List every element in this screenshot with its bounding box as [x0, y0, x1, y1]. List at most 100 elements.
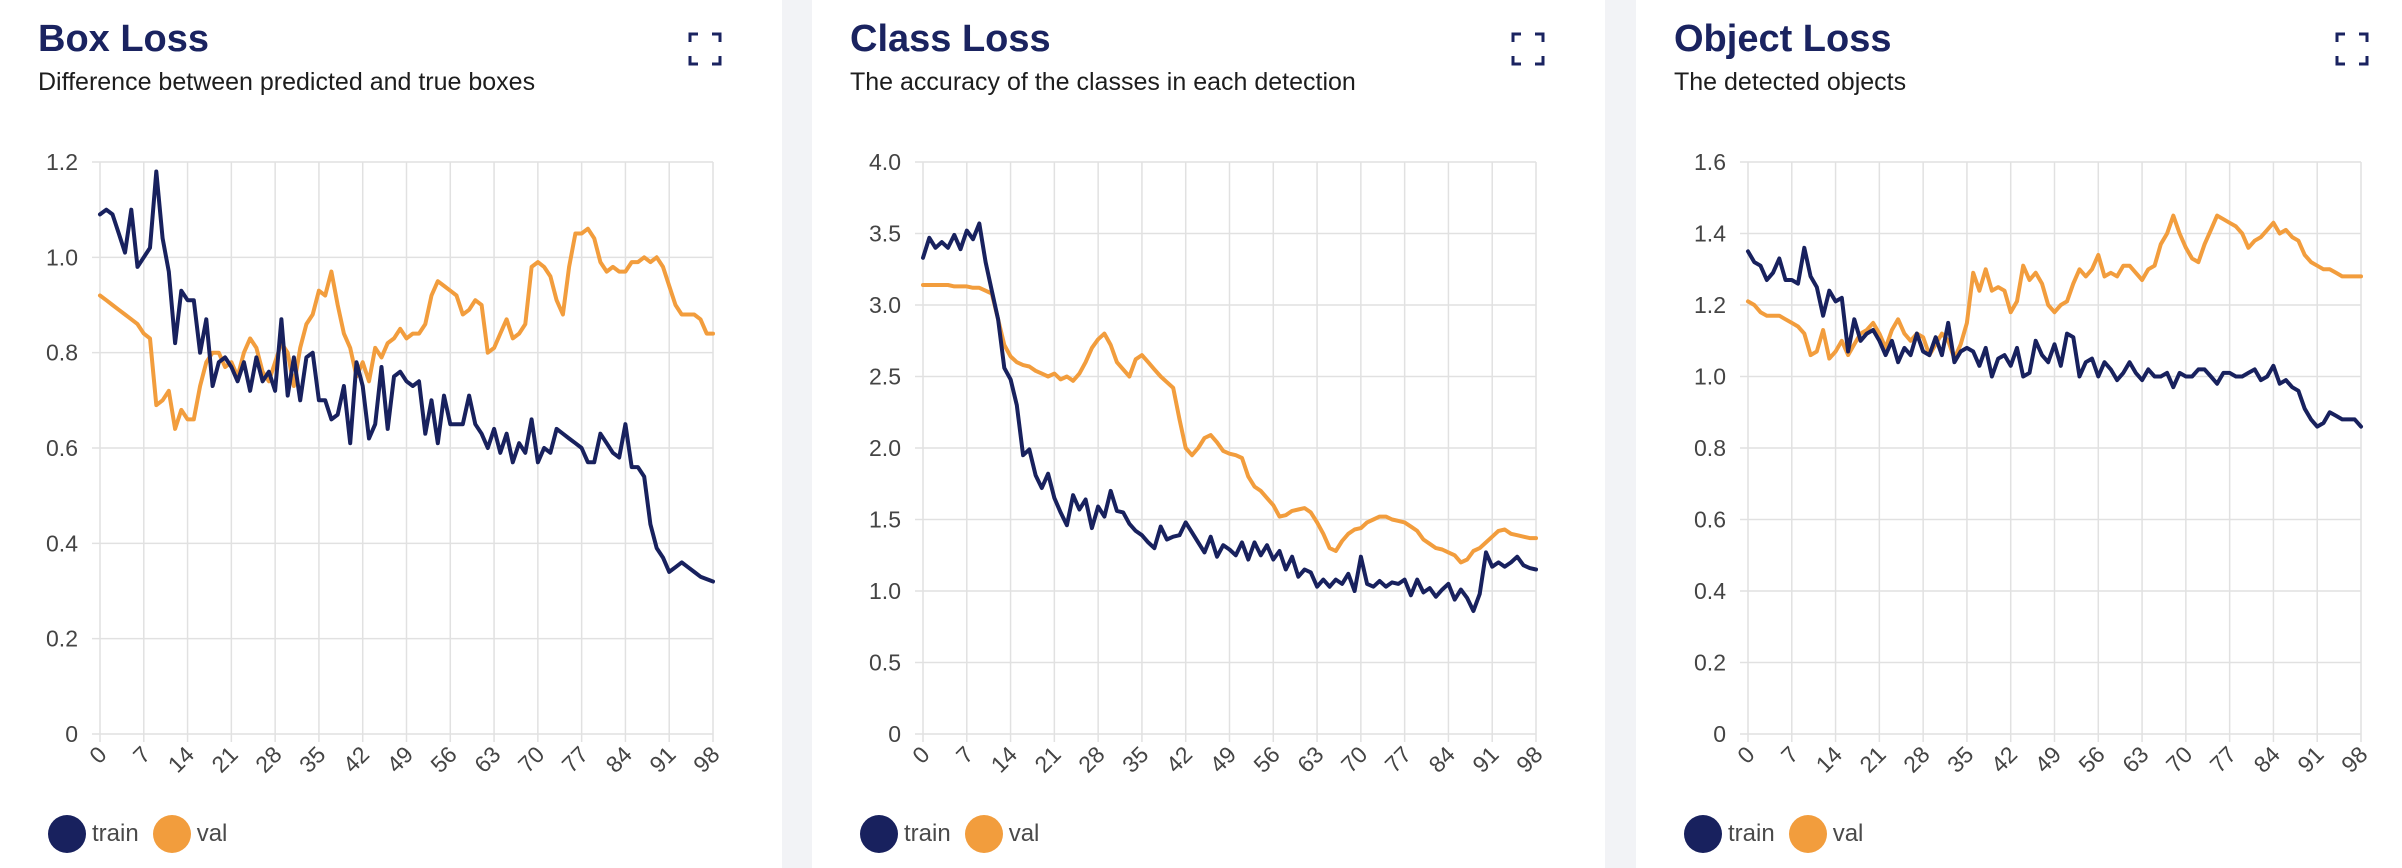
box-loss-chart: 00.20.40.60.81.01.20 7 14 21 28 35 42 49 56 63 70 7…: [46, 149, 725, 778]
legend-train[interactable]: train: [1684, 815, 1775, 853]
x-tick-label: 70: [2161, 741, 2197, 777]
series-line-val: [98, 226, 715, 431]
y-tick-label: 0: [1713, 721, 1726, 747]
legend-val-label: val: [196, 820, 228, 847]
x-tick-label: 56: [2073, 741, 2109, 777]
legend-train-swatch: [1684, 815, 1722, 853]
chart-legend: train val: [48, 814, 241, 854]
y-tick-label: 0.6: [1694, 507, 1726, 533]
legend-train[interactable]: train: [860, 815, 951, 853]
chart-legend: train val: [1684, 814, 1877, 854]
y-tick-label: 2.5: [869, 364, 901, 390]
legend-val-swatch: [1788, 815, 1827, 853]
x-tick-label: 63: [1292, 741, 1328, 777]
x-tick-label: 77: [2205, 741, 2241, 777]
y-tick-label: 1.6: [1694, 149, 1726, 175]
y-tick-label: 1.2: [46, 149, 78, 175]
series-line-train: [98, 169, 715, 584]
box-loss-panel: Box Loss Difference between predicted an…: [0, 0, 782, 868]
x-tick-label: 21: [206, 741, 242, 777]
legend-train-label: train: [1728, 820, 1775, 847]
y-tick-label: 0.8: [46, 340, 78, 366]
x-tick-label: 77: [1380, 741, 1416, 777]
ticks: 00.20.40.60.81.01.20 7 14 21 28 35 42 49 56 63 70 7…: [46, 149, 725, 778]
class-loss-panel: Class Loss The accuracy of the classes i…: [812, 0, 1605, 868]
x-tick-label: 7: [128, 741, 155, 768]
y-tick-label: 1.4: [1694, 221, 1726, 247]
expand-icon[interactable]: [688, 32, 722, 66]
x-tick-label: 84: [2248, 741, 2285, 778]
x-tick-label: 56: [425, 741, 461, 777]
y-tick-label: 1.0: [869, 578, 901, 604]
ticks: 00.20.40.60.81.01.21.41.60 7 14 21 28 35 42 49 5…: [1694, 149, 2373, 778]
legend-val[interactable]: val: [1788, 815, 1864, 853]
x-tick-label: 28: [250, 741, 286, 777]
legend-val[interactable]: val: [964, 815, 1040, 853]
legend-train-label: train: [92, 820, 139, 847]
x-tick-label: 14: [986, 741, 1023, 778]
panel-title: Class Loss: [850, 18, 1051, 60]
legend-val-label: val: [1008, 820, 1040, 847]
x-tick-label: 84: [600, 741, 637, 778]
x-tick-label: 56: [1248, 741, 1284, 777]
y-tick-label: 0.8: [1694, 435, 1726, 461]
x-tick-label: 35: [294, 741, 330, 777]
grid: [1740, 161, 2362, 742]
x-tick-label: 7: [951, 741, 978, 768]
legend-train[interactable]: train: [48, 815, 139, 853]
y-tick-label: 0.2: [46, 626, 78, 652]
x-tick-label: 28: [1073, 741, 1109, 777]
chart-legend: train val: [860, 814, 1053, 854]
panel-subtitle: Difference between predicted and true bo…: [38, 68, 536, 96]
series-line-train: [921, 221, 1538, 613]
x-tick-label: 91: [1467, 741, 1503, 777]
x-tick-label: 7: [1776, 741, 1803, 768]
x-tick-label: 91: [2292, 741, 2328, 777]
x-tick-label: 14: [163, 741, 200, 778]
y-tick-label: 4.0: [869, 149, 901, 175]
legend-train-swatch: [48, 815, 86, 853]
x-tick-label: 84: [1423, 741, 1460, 778]
panel-title: Object Loss: [1674, 18, 1892, 60]
legend-val-label: val: [1832, 820, 1864, 847]
y-tick-label: 1.0: [46, 244, 78, 270]
legend-val[interactable]: val: [152, 815, 228, 853]
x-tick-label: 28: [1898, 741, 1934, 777]
x-tick-label: 14: [1811, 741, 1848, 778]
x-tick-label: 42: [1161, 741, 1197, 777]
x-tick-label: 21: [1854, 741, 1890, 777]
legend-train-label: train: [904, 820, 951, 847]
series-line-val: [921, 283, 1538, 565]
x-tick-label: 42: [338, 741, 374, 777]
x-tick-label: 49: [2030, 741, 2066, 777]
x-tick-label: 77: [557, 741, 593, 777]
x-tick-label: 35: [1942, 741, 1978, 777]
expand-icon[interactable]: [2335, 32, 2369, 66]
x-tick-label: 98: [2336, 741, 2372, 777]
class-loss-chart: 00.51.01.52.02.53.03.54.00 7 14 21 28 35 42 49 5…: [869, 149, 1548, 778]
legend-train-swatch: [860, 815, 898, 853]
object-loss-chart: 00.20.40.60.81.01.21.41.60 7 14 21 28 35 42 49 5…: [1694, 149, 2373, 778]
panel-subtitle: The accuracy of the classes in each dete…: [850, 68, 1356, 96]
y-tick-label: 1.5: [869, 507, 901, 533]
y-tick-label: 0: [888, 721, 901, 747]
y-tick-label: 0.4: [46, 530, 78, 556]
x-tick-label: 35: [1117, 741, 1153, 777]
y-tick-label: 3.5: [869, 221, 901, 247]
y-tick-label: 0.4: [1694, 578, 1726, 604]
x-tick-label: 70: [513, 741, 549, 777]
x-tick-label: 0: [84, 741, 111, 768]
expand-icon[interactable]: [1511, 32, 1545, 66]
panel-subtitle: The detected objects: [1674, 68, 1907, 96]
legend-val-swatch: [964, 815, 1003, 853]
x-tick-label: 63: [2117, 741, 2153, 777]
y-tick-label: 0.6: [46, 435, 78, 461]
x-tick-label: 63: [469, 741, 505, 777]
y-tick-label: 1.0: [1694, 364, 1726, 390]
x-tick-label: 42: [1986, 741, 2022, 777]
grid: [915, 161, 1537, 742]
y-tick-label: 3.0: [869, 292, 901, 318]
series-line-val: [1746, 213, 2363, 361]
panel-title: Box Loss: [38, 18, 210, 60]
